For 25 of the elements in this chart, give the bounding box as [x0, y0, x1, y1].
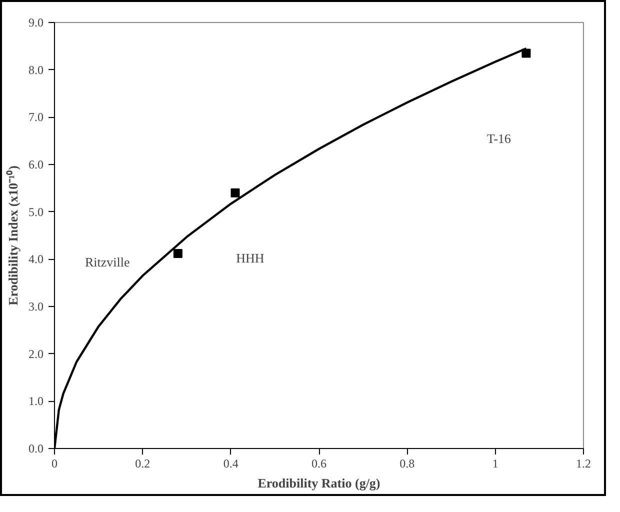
y-axis-title: Erodibility Index (x10⁻¹⁰)	[6, 166, 20, 306]
point	[522, 48, 531, 58]
x-tick-label: 0.4	[223, 456, 238, 470]
annotation: Ritzville	[85, 254, 130, 270]
x-tick-label: 1	[492, 456, 498, 470]
x-axis-title: Erodibility Ratio (g/g)	[258, 476, 380, 490]
x-tick-label: 1.2	[576, 456, 591, 470]
x-tick-label: 0.2	[135, 456, 150, 470]
y-tick-label: 4.0	[28, 252, 44, 266]
y-tick-label: 5.0	[28, 204, 44, 219]
y-tick-label: 1.0	[28, 394, 44, 408]
x-tick-label: 0.6	[312, 456, 326, 470]
y-tick-label: 2.0	[28, 346, 44, 361]
annotation: T-16	[486, 131, 512, 146]
y-tick-label: 0.0	[28, 442, 44, 456]
annotation: HHH	[236, 250, 264, 266]
point	[173, 248, 182, 258]
y-tick-label: 9.0	[28, 16, 44, 30]
y-tick-label: 8.0	[28, 62, 44, 77]
x-tick-label: 0	[52, 456, 58, 470]
y-tick-label: 3.0	[28, 300, 44, 314]
point	[230, 188, 240, 198]
x-tick-label: 0.8	[400, 456, 415, 470]
y-tick-label: 6.0	[28, 158, 44, 172]
y-tick-label: 7.0	[28, 110, 44, 124]
